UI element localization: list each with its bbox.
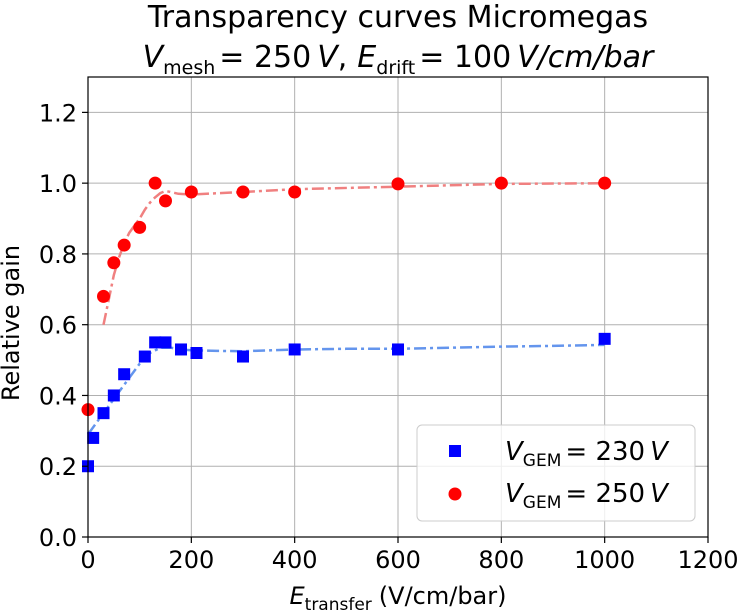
y-tick-label: 0.4	[39, 382, 77, 410]
y-axis-label: Relative gain	[0, 245, 25, 401]
legend-2-symbol: V	[505, 479, 525, 509]
data-point-square	[237, 350, 249, 363]
data-point-square	[190, 347, 203, 359]
title-v-value: = 250	[219, 40, 311, 75]
data-point-circle	[117, 238, 131, 252]
data-point-circle	[97, 289, 110, 303]
data-point-circle	[148, 176, 162, 190]
legend-1-value: = 230	[565, 437, 645, 467]
xlabel-symbol: E	[289, 582, 305, 610]
y-tick-label: 0.8	[39, 241, 77, 269]
data-point-square	[107, 389, 120, 402]
data-point-circle	[494, 176, 508, 190]
data-point-square	[118, 368, 131, 381]
legend-label-series-2: VGEM = 250 V	[505, 479, 670, 513]
legend-2-value: = 250	[565, 479, 645, 509]
title-sep: ,	[338, 40, 348, 75]
legend-1-symbol: V	[505, 437, 525, 467]
title-e-unit: V/cm/bar	[517, 40, 655, 75]
x-tick-label: 800	[478, 546, 524, 574]
data-point-circle	[184, 185, 198, 199]
legend-2-unit: V	[650, 479, 670, 509]
x-tick-label: 1000	[574, 546, 635, 574]
axis-ticks: 0 200 400 600 800 1000 1200 0.0 0.2 0.4 0.6 0.8 1.0 1…	[39, 99, 739, 574]
x-tick-label: 1200	[677, 546, 738, 574]
title-v-unit: V	[317, 40, 340, 75]
data-point-square	[87, 431, 100, 444]
legend-1-unit: V	[650, 437, 670, 467]
data-point-square	[138, 350, 151, 363]
data-point-circle	[391, 177, 405, 191]
data-point-square	[288, 343, 301, 356]
xlabel-rest: (V/cm/bar)	[379, 582, 507, 610]
data-point-circle	[107, 256, 121, 270]
data-point-circle	[288, 185, 302, 199]
data-markers	[81, 176, 612, 473]
legend-2-sub: GEM	[523, 493, 562, 513]
title-e-sub: drift	[376, 57, 415, 79]
x-tick-label: 200	[168, 546, 214, 574]
data-point-circle	[598, 176, 612, 190]
data-point-circle	[159, 194, 172, 208]
title-v-sub: mesh	[163, 57, 215, 79]
data-point-circle	[236, 185, 250, 199]
xlabel-sub: transfer	[305, 595, 372, 611]
data-point-square	[149, 336, 162, 349]
title-e-value: = 100	[419, 40, 511, 75]
legend-label-series-1: VGEM = 230 V	[505, 437, 670, 471]
data-point-square	[598, 332, 611, 345]
data-point-circle	[133, 220, 147, 234]
data-point-square	[392, 343, 404, 356]
title-v-symbol: V	[143, 40, 166, 75]
x-tick-label: 400	[272, 546, 318, 574]
x-tick-label: 0	[80, 546, 95, 574]
chart-title-line1: Transparency curves Micromegas	[147, 0, 648, 35]
legend: VGEM = 230 V VGEM = 250 V	[416, 424, 696, 522]
chart-title-line2: Vmesh = 250 V, Edrift = 100 V/cm/bar	[143, 40, 655, 79]
legend-1-sub: GEM	[523, 451, 562, 471]
data-point-square	[97, 407, 110, 420]
y-tick-label: 0.2	[39, 453, 77, 481]
data-point-square	[175, 343, 187, 356]
x-axis-label: Etransfer (V/cm/bar)	[289, 582, 506, 611]
legend-marker-circle	[448, 487, 462, 501]
y-tick-label: 0.0	[39, 524, 77, 552]
y-tick-label: 0.6	[39, 312, 77, 340]
y-tick-label: 1.0	[39, 170, 77, 198]
legend-box	[416, 424, 696, 522]
y-tick-label: 1.2	[39, 99, 77, 127]
legend-marker-square	[449, 445, 461, 457]
title-e-symbol: E	[357, 40, 376, 75]
fit-line-series-2	[102, 181, 605, 325]
x-tick-label: 600	[375, 546, 421, 574]
data-point-square	[159, 336, 172, 349]
